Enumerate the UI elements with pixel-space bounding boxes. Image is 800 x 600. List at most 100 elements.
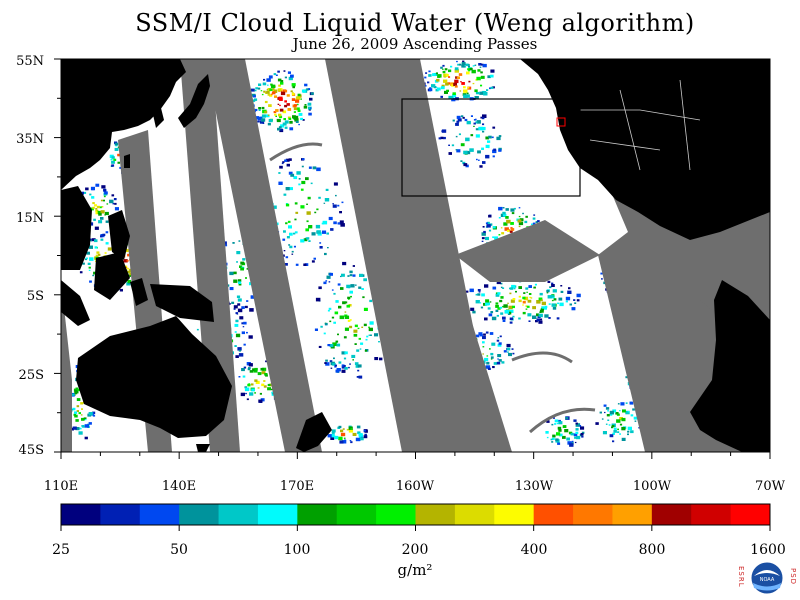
cloud-water-pixel	[90, 240, 92, 242]
cloud-water-pixel	[98, 212, 102, 216]
cloud-water-pixel	[306, 220, 309, 223]
cloud-water-pixel	[538, 320, 543, 324]
cloud-water-pixel	[259, 120, 265, 124]
cloud-water-pixel	[496, 314, 499, 317]
cloud-water-pixel	[378, 341, 380, 343]
cloud-water-pixel	[611, 425, 615, 428]
cloud-water-pixel	[112, 202, 115, 205]
cloud-water-pixel	[344, 439, 347, 442]
cloud-water-pixel	[552, 434, 556, 438]
cloud-water-pixel	[498, 149, 502, 152]
cloud-water-pixel	[330, 434, 335, 438]
cloud-water-pixel	[242, 326, 245, 328]
swath-gap	[205, 59, 322, 452]
arc-artifacts	[269, 142, 596, 434]
cloud-water-pixel	[229, 303, 231, 305]
cloud-water-pixel	[315, 224, 321, 229]
cloud-water-pixel	[237, 303, 241, 306]
cloud-water-pixel	[541, 306, 545, 309]
cloud-water-pixel	[534, 283, 537, 286]
cloud-water-pixel	[476, 158, 478, 161]
cloud-water-pixel	[429, 87, 432, 89]
cloud-water-pixel	[518, 225, 521, 228]
colorbar-swatch	[376, 504, 416, 525]
cloud-water-pixel	[352, 359, 354, 361]
cloud-water-pixel	[232, 242, 235, 244]
lat-label: 35N	[16, 132, 44, 147]
cloud-water-pixel	[448, 76, 451, 78]
cloud-water-pixel	[238, 281, 242, 284]
cloud-water-pixel	[440, 86, 445, 90]
cloud-water-pixel	[292, 86, 295, 89]
cloud-water-pixel	[502, 305, 504, 308]
cloud-water-pixel	[239, 265, 243, 268]
cloud-water-pixel	[354, 343, 357, 345]
cloud-water-pixel	[488, 214, 492, 218]
cloud-water-pixel	[263, 380, 266, 382]
cloud-water-pixel	[507, 351, 509, 353]
cloud-water-pixel	[475, 134, 480, 138]
cloud-water-pixel	[298, 183, 301, 186]
cloud-water-pixel	[471, 69, 476, 74]
cloud-water-pixel	[251, 88, 255, 92]
cloud-water-pixel	[275, 115, 277, 117]
cloud-water-pixel	[261, 114, 266, 118]
cloud-water-pixel	[310, 92, 314, 95]
cloud-water-pixel	[265, 92, 267, 94]
cloud-water-pixel	[509, 292, 512, 295]
cloud-water-pixel	[454, 69, 459, 73]
cloud-water-pixel	[507, 302, 509, 304]
cloud-water-pixel	[562, 425, 567, 428]
cloud-water-pixel	[335, 369, 340, 373]
cloud-water-pixel	[276, 118, 281, 123]
cloud-water-pixel	[96, 205, 100, 209]
colorbar	[61, 504, 771, 525]
cloud-water-pixel	[289, 187, 293, 191]
cloud-water-pixel	[496, 339, 500, 342]
cloud-water-pixel	[511, 212, 515, 215]
cloud-water-pixel	[316, 208, 319, 211]
colorbar-label: 100	[283, 542, 311, 558]
cloud-water-pixel	[283, 118, 286, 121]
cloud-water-pixel	[283, 250, 286, 252]
cloud-water-pixel	[93, 271, 97, 275]
cloud-water-pixel	[467, 68, 470, 71]
cloud-water-pixel	[260, 398, 265, 402]
cloud-water-pixel	[616, 419, 621, 423]
colorbar-swatch	[454, 504, 495, 525]
cloud-water-pixel	[482, 114, 487, 118]
cloud-water-pixel	[329, 344, 334, 348]
cloud-water-pixel	[280, 91, 286, 96]
land-philippines	[108, 210, 130, 260]
cloud-water-pixel	[75, 387, 79, 390]
land-north-america	[520, 59, 770, 240]
cloud-water-pixel	[245, 277, 247, 279]
cloud-water-pixel	[488, 229, 492, 232]
cloud-water-pixel	[343, 357, 347, 360]
cloud-water-pixel	[472, 82, 475, 85]
cloud-water-pixel	[78, 431, 83, 435]
cloud-water-pixel	[547, 280, 551, 283]
cloud-water-pixel	[348, 298, 350, 300]
cloud-water-pixel	[358, 433, 363, 437]
cloud-water-pixel	[361, 326, 364, 328]
cloud-water-pixel	[363, 435, 368, 439]
cloud-water-pixel	[482, 130, 485, 133]
cloud-water-pixel	[231, 301, 235, 304]
cloud-water-pixel	[478, 92, 481, 95]
cloud-water-pixel	[267, 383, 271, 387]
cloud-water-pixel	[327, 434, 332, 438]
cloud-water-pixel	[354, 362, 359, 365]
cloud-water-pixel	[508, 313, 510, 315]
cloud-water-pixel	[498, 234, 501, 236]
cloud-water-pixel	[279, 108, 284, 112]
cloud-water-pixel	[109, 199, 114, 204]
cloud-water-pixel	[270, 388, 273, 391]
cloud-water-pixel	[518, 221, 524, 226]
cloud-water-pixel	[76, 410, 79, 412]
cloud-water-pixel	[113, 198, 117, 201]
cloud-water-pixel	[271, 89, 274, 91]
cloud-water-pixel	[475, 300, 480, 304]
cloud-water-pixel	[480, 306, 484, 309]
cloud-water-pixel	[617, 428, 619, 431]
